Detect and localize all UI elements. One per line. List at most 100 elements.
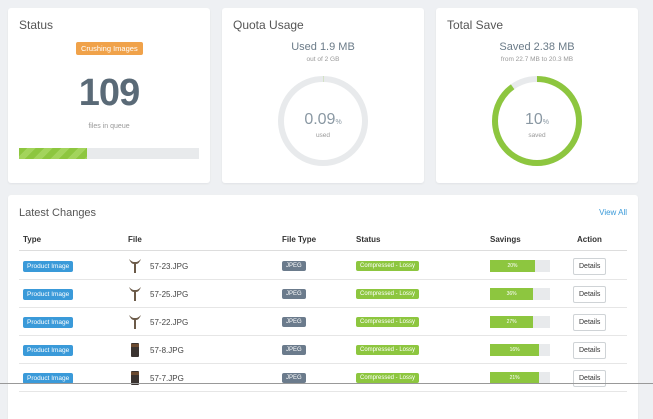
status-cell: Compressed - Lossy: [356, 308, 420, 336]
savings-bar-fill: 16%: [490, 344, 540, 356]
crushing-images-badge: Crushing Images: [76, 42, 143, 55]
queue-progress-fill: [19, 148, 88, 159]
details-button[interactable]: Details: [573, 341, 607, 359]
type-badge: Product Image: [23, 288, 74, 300]
queue-label: files in queue: [88, 123, 130, 130]
column-header-status: Status: [356, 235, 381, 244]
details-button[interactable]: Details: [573, 369, 607, 387]
type-cell: Product Image: [23, 364, 74, 392]
saved-headline: Saved 2.38 MB: [499, 41, 575, 53]
quota-used-label: used: [315, 132, 331, 139]
status-badge: Compressed - Lossy: [356, 345, 420, 355]
file-name: 57-8.JPG: [150, 345, 184, 355]
savings-value: 16%: [509, 347, 520, 353]
file-name: 57-22.JPG: [150, 317, 189, 327]
type-badge: Product Image: [23, 372, 74, 384]
quota-used-headline: Used 1.9 MB: [291, 41, 355, 53]
table-row: Product Image 57-8.JPG JPEG Compressed - Lo…: [19, 336, 627, 364]
savings-bar-fill: 36%: [490, 288, 534, 300]
file-type-cell: JPEG: [282, 336, 306, 364]
file-name: 57-25.JPG: [150, 289, 189, 299]
status-badge: Compressed - Lossy: [356, 373, 420, 383]
file-cell: 57-7.JPG: [128, 364, 184, 392]
savings-value: 21%: [509, 375, 520, 381]
column-header-file-type: File Type: [282, 235, 317, 244]
queue-count: 109: [78, 72, 140, 114]
total-save-card: Total Save Saved 2.38 MB from 22.7 MB to…: [436, 8, 638, 183]
status-card-title: Status: [19, 18, 54, 32]
file-type-cell: JPEG: [282, 252, 306, 280]
action-cell: Details: [573, 308, 607, 336]
file-cell: 57-23.JPG: [128, 252, 188, 280]
file-type-cell: JPEG: [282, 308, 306, 336]
status-badge: Compressed - Lossy: [356, 289, 420, 299]
view-all-link[interactable]: View All: [599, 208, 627, 217]
quota-total-label: out of 2 GB: [306, 56, 340, 63]
table-row: Product Image 57-23.JPG JPEG Compressed - L…: [19, 252, 627, 280]
type-cell: Product Image: [23, 308, 74, 336]
quota-card-title: Quota Usage: [233, 18, 304, 32]
column-header-file: File: [128, 235, 142, 244]
savings-cell: 16%: [490, 336, 550, 364]
savings-bar-fill: 21%: [490, 372, 540, 384]
save-ring-chart: [492, 76, 582, 166]
column-header-savings: Savings: [490, 235, 521, 244]
table-row: Product Image 57-22.JPG JPEG Compressed - L…: [19, 308, 627, 336]
file-name: 57-7.JPG: [150, 373, 184, 383]
file-type-badge: JPEG: [282, 345, 306, 355]
savings-bar: 20%: [490, 260, 550, 272]
details-button[interactable]: Details: [573, 257, 607, 275]
table-row: Product Image 57-7.JPG JPEG Compressed - Lo…: [19, 364, 627, 392]
status-cell: Compressed - Lossy: [356, 280, 420, 308]
file-type-cell: JPEG: [282, 280, 306, 308]
boot-icon: [128, 342, 142, 358]
save-percent: 10%: [524, 111, 550, 128]
action-cell: Details: [573, 252, 607, 280]
savings-value: 20%: [507, 263, 518, 269]
file-type-badge: JPEG: [282, 261, 306, 271]
save-card-title: Total Save: [447, 18, 504, 32]
changes-table-header: Type File File Type Status Savings Actio…: [19, 235, 627, 251]
savings-bar: 27%: [490, 316, 550, 328]
quota-usage-card: Quota Usage Used 1.9 MB out of 2 GB 0.09…: [222, 8, 424, 183]
file-type-badge: JPEG: [282, 373, 306, 383]
savings-bar: 16%: [490, 344, 550, 356]
status-card: Status Crushing Images 109 files in queu…: [8, 8, 210, 183]
status-cell: Compressed - Lossy: [356, 364, 420, 392]
saved-range-label: from 22.7 MB to 20.3 MB: [500, 56, 574, 63]
antler-icon: [128, 258, 142, 274]
status-badge: Compressed - Lossy: [356, 261, 420, 271]
file-cell: 57-22.JPG: [128, 308, 188, 336]
file-cell: 57-8.JPG: [128, 336, 184, 364]
savings-cell: 21%: [490, 364, 550, 392]
latest-changes-card: Latest Changes View All Type File File T…: [8, 195, 638, 419]
type-cell: Product Image: [23, 280, 74, 308]
latest-changes-title: Latest Changes: [19, 207, 97, 219]
quota-ring-chart: [278, 76, 368, 166]
savings-cell: 20%: [490, 252, 550, 280]
savings-cell: 27%: [490, 308, 550, 336]
file-type-cell: JPEG: [282, 364, 306, 392]
save-ring-arc: [492, 76, 582, 166]
column-header-action: Action: [577, 235, 602, 244]
column-header-type: Type: [23, 235, 42, 244]
file-name: 57-23.JPG: [150, 261, 189, 271]
savings-bar: 21%: [490, 372, 550, 384]
type-badge: Product Image: [23, 260, 74, 272]
boot-icon: [128, 370, 142, 386]
action-cell: Details: [573, 364, 607, 392]
antler-icon: [128, 314, 142, 330]
type-cell: Product Image: [23, 336, 74, 364]
quota-percent: 0.09%: [304, 111, 342, 128]
savings-bar-fill: 20%: [490, 260, 535, 272]
savings-cell: 36%: [490, 280, 550, 308]
status-cell: Compressed - Lossy: [356, 336, 420, 364]
status-badge: Compressed - Lossy: [356, 317, 420, 327]
savings-value: 36%: [506, 291, 517, 297]
savings-bar: 36%: [490, 288, 550, 300]
quota-ring-arc: [278, 76, 368, 166]
action-cell: Details: [573, 280, 607, 308]
details-button[interactable]: Details: [573, 313, 607, 331]
action-cell: Details: [573, 336, 607, 364]
details-button[interactable]: Details: [573, 285, 607, 303]
